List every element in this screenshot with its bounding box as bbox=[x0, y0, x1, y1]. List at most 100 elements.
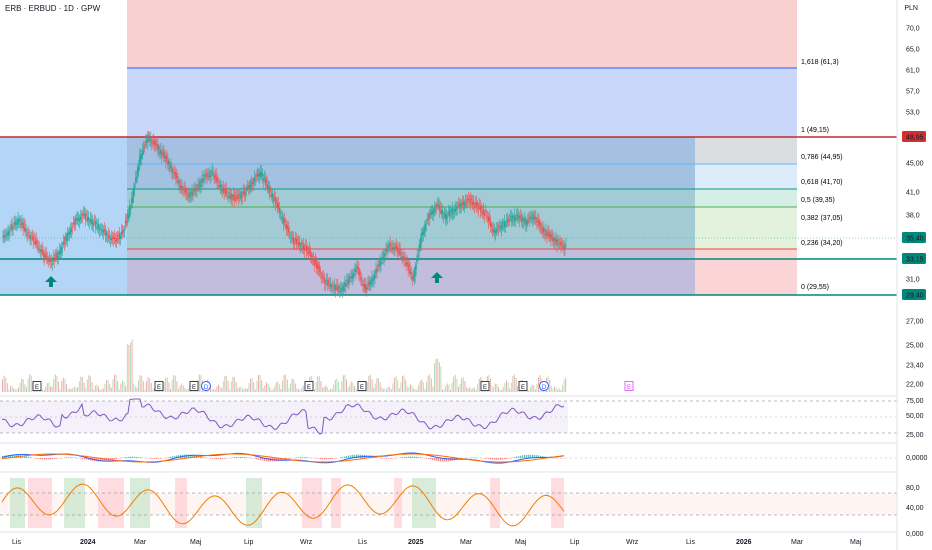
macd-bar bbox=[214, 458, 216, 459]
candle-body bbox=[53, 257, 55, 262]
volume-bar bbox=[53, 379, 55, 392]
time-axis-label: Mar bbox=[460, 539, 473, 546]
volume-bar bbox=[85, 388, 87, 392]
candle-body bbox=[450, 214, 452, 216]
candle-body bbox=[10, 227, 12, 228]
symbol-title[interactable]: ERB · ERBUD · 1D · GPW bbox=[5, 4, 101, 13]
macd-bar bbox=[132, 456, 134, 458]
candle-body bbox=[312, 259, 314, 261]
volume-bar bbox=[357, 389, 359, 392]
volume-bar bbox=[267, 383, 269, 392]
candle-body bbox=[376, 269, 378, 272]
earnings-marker[interactable]: E bbox=[189, 381, 199, 392]
earnings-icon bbox=[480, 381, 490, 391]
candle-body bbox=[489, 221, 492, 227]
up-arrow-icon bbox=[45, 276, 57, 287]
candle-body bbox=[85, 214, 88, 216]
candle-body bbox=[358, 268, 360, 276]
earnings-marker[interactable]: E bbox=[304, 381, 314, 392]
candle-body bbox=[214, 175, 216, 178]
rsi-pane[interactable] bbox=[0, 395, 897, 435]
macd-bar bbox=[244, 457, 246, 458]
volume-bar bbox=[411, 385, 413, 392]
candle-body bbox=[476, 203, 479, 206]
candle-body bbox=[378, 265, 380, 268]
earnings-icon bbox=[189, 381, 199, 391]
macd-bar bbox=[524, 455, 526, 458]
macd-bar bbox=[188, 454, 190, 458]
volume-bar bbox=[475, 389, 477, 392]
candle-body bbox=[45, 254, 47, 260]
time-axis[interactable]: Lis 2024 Mar Maj Lip Wrz Lis 2025 Mar Maj Lip Wrz Li… bbox=[12, 539, 862, 546]
volume-bar bbox=[134, 386, 136, 392]
candlestick-series[interactable] bbox=[2, 130, 567, 299]
volume-bar bbox=[341, 381, 343, 392]
price-axis-label: 57,0 bbox=[906, 89, 920, 96]
candle-body bbox=[493, 228, 495, 231]
candle-body bbox=[283, 218, 286, 222]
volume-bar bbox=[382, 388, 384, 392]
candle-body bbox=[512, 215, 514, 219]
earnings-marker[interactable]: E bbox=[480, 381, 490, 392]
candle-body bbox=[339, 291, 341, 293]
candle-body bbox=[205, 175, 207, 177]
volume-bar bbox=[262, 388, 264, 392]
candle-body bbox=[504, 221, 506, 227]
candle-body bbox=[430, 212, 432, 216]
price-axis[interactable]: 70,0 65,0 61,0 57,0 53,0 48,95 45,00 41,0 38,0 35… bbox=[896, 0, 928, 550]
candle-body bbox=[360, 276, 362, 281]
candle-body bbox=[520, 215, 522, 217]
candle-body bbox=[122, 230, 124, 234]
macd-bar bbox=[156, 458, 158, 459]
earnings-marker[interactable]: E bbox=[624, 381, 634, 392]
volume-bar bbox=[302, 385, 304, 392]
candle-body bbox=[531, 218, 533, 220]
candle-body bbox=[362, 283, 364, 285]
candle-body bbox=[366, 287, 368, 290]
candle-body bbox=[211, 170, 213, 173]
volume-bar bbox=[78, 381, 80, 392]
macd-bar bbox=[402, 457, 404, 458]
earnings-marker[interactable]: E bbox=[518, 381, 528, 392]
volume-bar bbox=[323, 387, 325, 392]
stoch-pane[interactable] bbox=[0, 471, 897, 533]
candle-body bbox=[262, 178, 264, 182]
fib-label: 1,618 (61,3) bbox=[801, 59, 839, 66]
candle-body bbox=[551, 234, 553, 236]
candle-body bbox=[126, 220, 128, 223]
candle-body bbox=[108, 236, 111, 238]
volume-bar bbox=[181, 383, 183, 392]
volume-bar bbox=[451, 382, 453, 392]
dividend-marker[interactable]: D bbox=[539, 381, 549, 392]
price-badge bbox=[902, 131, 926, 142]
dividend-marker[interactable]: D bbox=[201, 381, 211, 392]
event-marker-label: E bbox=[627, 385, 631, 391]
candle-body bbox=[508, 218, 510, 220]
indicator-axis-label: 0,000 bbox=[906, 531, 924, 538]
candle-body bbox=[393, 247, 395, 250]
price-axis-label: 41,0 bbox=[906, 190, 920, 197]
volume-bar bbox=[261, 380, 263, 392]
volume-bar bbox=[427, 375, 429, 392]
price-axis-label: 35,40 bbox=[906, 236, 924, 243]
earnings-marker[interactable]: E bbox=[154, 381, 164, 392]
volume-bar bbox=[168, 382, 170, 392]
price-axis-label: 70,0 bbox=[906, 26, 920, 33]
candle-body bbox=[475, 202, 478, 208]
volume-bar bbox=[298, 389, 299, 392]
volume-bar bbox=[96, 384, 98, 392]
fib-zone-lightgreen bbox=[695, 207, 797, 249]
volume-bar bbox=[395, 376, 397, 392]
macd-bar bbox=[390, 458, 392, 459]
volume-bar bbox=[2, 379, 3, 392]
volume-bar bbox=[14, 389, 16, 392]
candle-body bbox=[342, 285, 344, 291]
volume-bar bbox=[355, 389, 357, 392]
volume-bar bbox=[466, 386, 467, 392]
macd-pane[interactable] bbox=[0, 442, 897, 464]
candle-body bbox=[363, 283, 365, 287]
earnings-marker[interactable]: E bbox=[32, 381, 42, 392]
earnings-marker[interactable]: E bbox=[357, 381, 367, 392]
